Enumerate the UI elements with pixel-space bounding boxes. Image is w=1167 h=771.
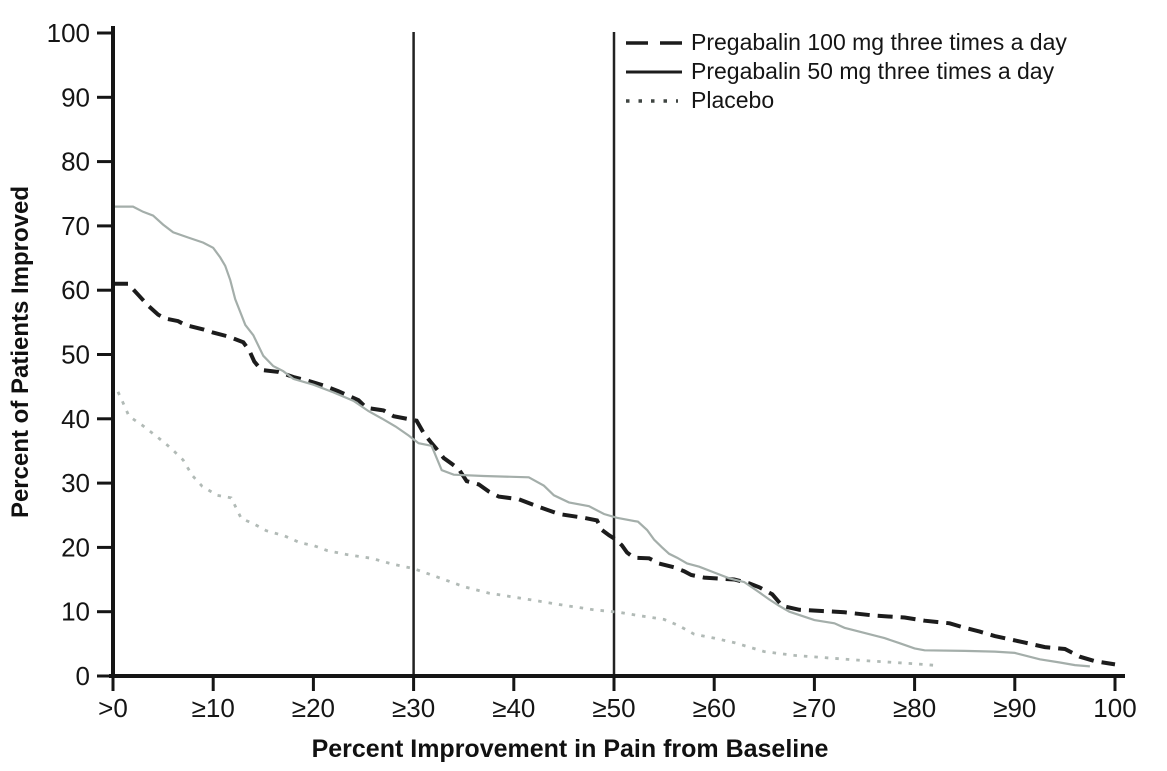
legend-label-pregabalin-100: Pregabalin 100 mg three times a day bbox=[691, 29, 1067, 55]
y-tick-label: 20 bbox=[61, 532, 90, 562]
y-tick-label: 80 bbox=[61, 147, 90, 177]
x-tick-label: ≥30 bbox=[392, 693, 435, 723]
x-tick-label: ≥40 bbox=[492, 693, 535, 723]
x-tick-label: >0 bbox=[98, 693, 128, 723]
y-tick-label: 90 bbox=[61, 82, 90, 112]
y-tick-label: 40 bbox=[61, 404, 90, 434]
y-tick-label: 70 bbox=[61, 211, 90, 241]
x-tick-label: ≥10 bbox=[192, 693, 235, 723]
x-tick-label: ≥80 bbox=[893, 693, 936, 723]
x-tick-label: ≥20 bbox=[292, 693, 335, 723]
x-tick-label: ≥50 bbox=[592, 693, 635, 723]
solid-line-icon bbox=[626, 70, 682, 73]
legend-item-placebo: Placebo bbox=[626, 86, 1067, 115]
dotted-line-icon bbox=[626, 98, 678, 103]
y-tick-label: 60 bbox=[61, 275, 90, 305]
legend-item-pregabalin-100: Pregabalin 100 mg three times a day bbox=[626, 28, 1067, 57]
x-tick-label: 100 bbox=[1093, 693, 1136, 723]
series-line-pregabalin-100 bbox=[113, 281, 1116, 667]
x-tick-label: ≥70 bbox=[793, 693, 836, 723]
x-axis-title: Percent Improvement in Pain from Baselin… bbox=[311, 735, 829, 763]
legend: Pregabalin 100 mg three times a day Preg… bbox=[626, 28, 1067, 115]
y-tick-label: 0 bbox=[76, 661, 90, 691]
x-tick-label: ≥60 bbox=[693, 693, 736, 723]
legend-item-pregabalin-50: Pregabalin 50 mg three times a day bbox=[626, 57, 1067, 86]
legend-label-pregabalin-50: Pregabalin 50 mg three times a day bbox=[691, 58, 1055, 84]
y-tick-label: 100 bbox=[47, 18, 90, 48]
y-tick-label: 30 bbox=[61, 468, 90, 498]
y-tick-label: 50 bbox=[61, 340, 90, 370]
y-axis-title: Percent of Patients Improved bbox=[7, 185, 34, 519]
y-tick-label: 10 bbox=[61, 597, 90, 627]
legend-label-placebo: Placebo bbox=[691, 87, 775, 113]
x-tick-label: ≥90 bbox=[993, 693, 1036, 723]
dashed-line-icon bbox=[626, 40, 682, 45]
series-line-pregabalin-50 bbox=[113, 205, 1090, 668]
series-line-placebo bbox=[116, 391, 940, 668]
